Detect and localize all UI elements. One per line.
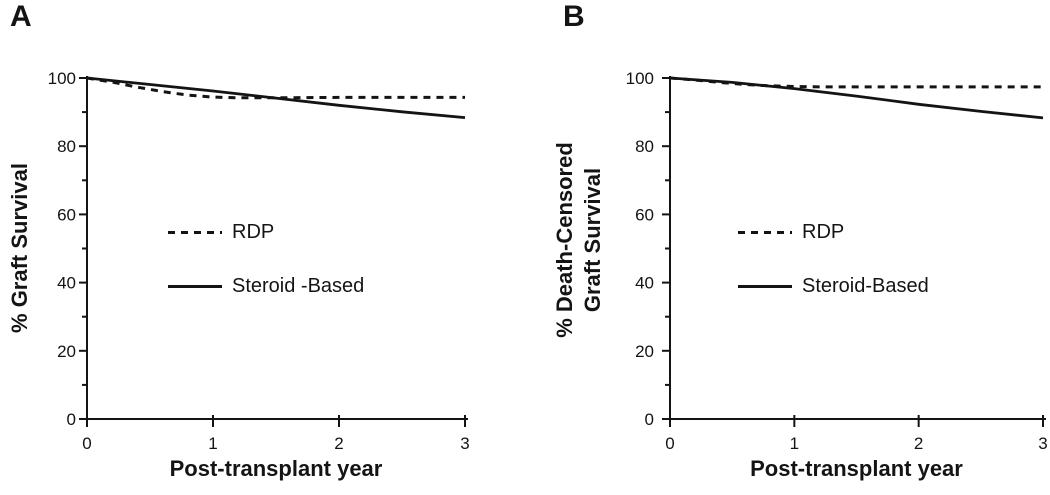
legend-label-rdp: RDP	[232, 220, 275, 243]
panel-b-y-axis-title: % Death-Censored Graft Survival	[551, 30, 607, 450]
y-tick-label: 80	[635, 137, 654, 156]
y-tick-label: 40	[57, 274, 76, 293]
y-tick-label: 60	[57, 205, 76, 224]
panel-b-legend: RDP Steroid-Based	[738, 218, 929, 300]
y-tick-label: 20	[635, 342, 654, 361]
y-tick-label: 20	[57, 342, 76, 361]
panel-b-y-axis-title-line-1: % Death-Censored	[552, 142, 577, 338]
x-tick-label: 1	[208, 434, 217, 453]
solid-line-swatch	[168, 284, 222, 288]
solid-line-swatch	[738, 284, 792, 288]
panel-a-y-axis-title: % Graft Survival	[6, 38, 34, 458]
y-tick-label: 100	[626, 69, 654, 88]
panel-a-label: A	[10, 0, 32, 33]
x-tick-label: 3	[460, 434, 469, 453]
x-tick-label: 2	[334, 434, 343, 453]
panel-b-plot: 0 20 40 60 80 100 0 1 2 3	[626, 69, 1048, 453]
panel-b-label: B	[563, 0, 585, 33]
series-line-rdp	[86, 76, 465, 100]
legend-label-steroid-based: Steroid-Based	[802, 274, 929, 297]
x-tick-label: 2	[914, 434, 923, 453]
panel-b-y-axis-title-line-2: Graft Survival	[580, 167, 605, 313]
y-tick-label: 100	[48, 69, 76, 88]
panel-a: A 0 20 40 60 80 100 0 1 2 3 % Graft Survival Post…	[6, 0, 470, 481]
panel-a-x-axis-title: Post-transplant year	[169, 456, 383, 481]
x-tick-label: 1	[790, 434, 799, 453]
legend-row-steroid-based: Steroid -Based	[168, 272, 364, 300]
series-line-steroid-based	[669, 76, 1044, 120]
panel-b-x-axis-title: Post-transplant year	[750, 456, 963, 481]
x-tick-label: 0	[82, 434, 91, 453]
panel-b: B 0 20 40 60 80 100 0 1 2 3 % Death-Censored Graf…	[525, 0, 1050, 495]
legend-label-rdp: RDP	[802, 220, 845, 243]
x-tick-label: 3	[1038, 434, 1047, 453]
dashed-line-swatch	[738, 230, 792, 234]
panel-a-plot: 0 20 40 60 80 100 0 1 2 3	[48, 69, 470, 453]
y-tick-label: 80	[57, 137, 76, 156]
panel-a-y-axis-title-line: % Graft Survival	[7, 163, 32, 333]
legend-row-rdp: RDP	[168, 218, 364, 246]
y-tick-label: 60	[635, 205, 654, 224]
legend-label-steroid-based: Steroid -Based	[232, 274, 365, 297]
y-tick-label: 0	[645, 410, 654, 429]
series-line-steroid-based	[86, 76, 466, 119]
x-tick-label: 0	[665, 434, 674, 453]
dashed-line-swatch	[168, 230, 222, 234]
panel-a-legend: RDP Steroid -Based	[168, 218, 364, 300]
y-tick-label: 0	[67, 410, 76, 429]
legend-row-steroid-based: Steroid-Based	[738, 272, 929, 300]
y-tick-label: 40	[635, 274, 654, 293]
legend-row-rdp: RDP	[738, 218, 929, 246]
